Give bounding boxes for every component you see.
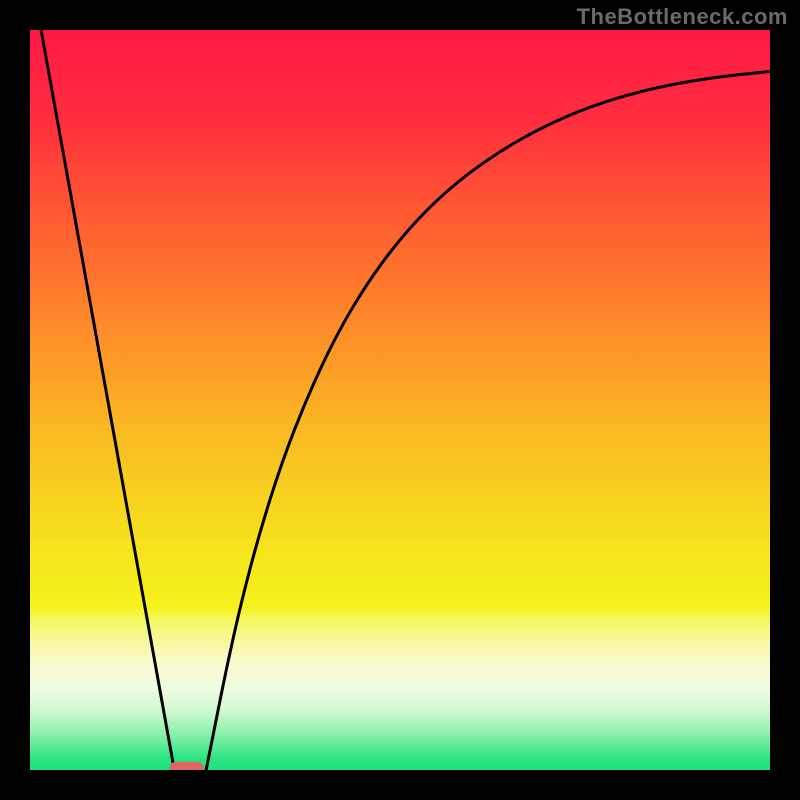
plot-background [30, 30, 770, 770]
chart-container: { "watermark": { "text": "TheBottleneck.… [0, 0, 800, 800]
border-right [770, 0, 800, 800]
watermark-text: TheBottleneck.com [577, 4, 788, 30]
border-bottom [0, 770, 800, 800]
bottleneck-chart-svg [0, 0, 800, 800]
border-left [0, 0, 30, 800]
